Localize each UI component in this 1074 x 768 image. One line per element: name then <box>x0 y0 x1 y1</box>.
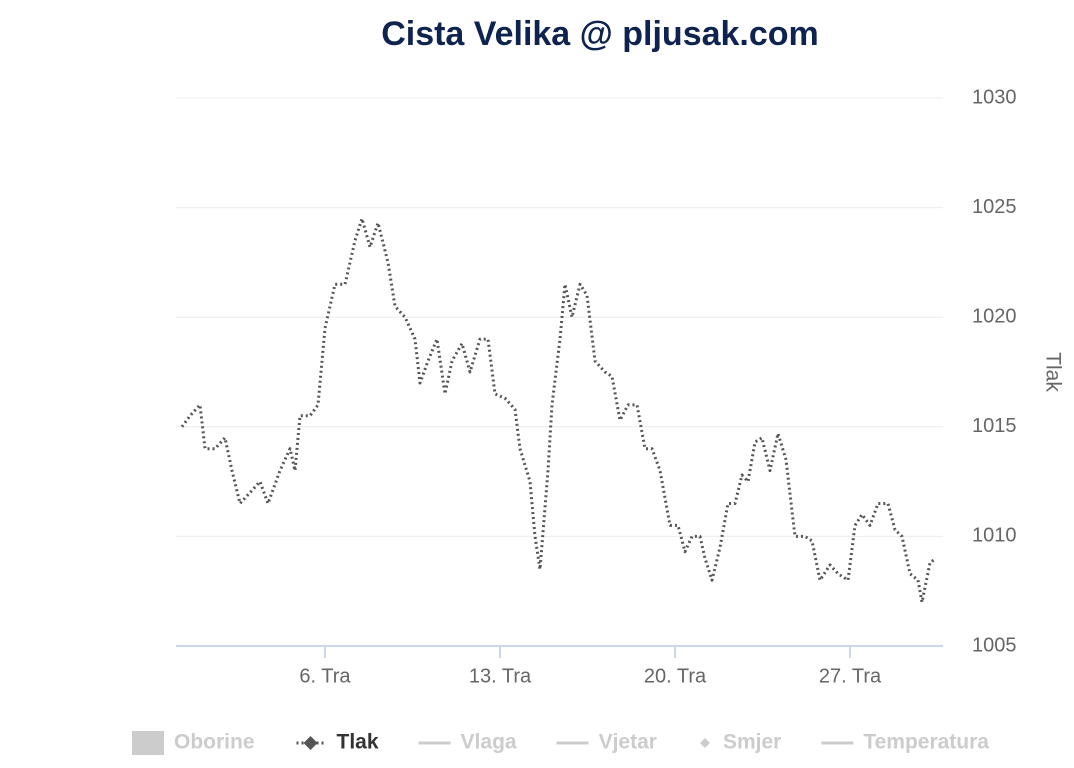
legend-item[interactable]: Vjetar <box>599 731 657 754</box>
line <box>180 217 937 604</box>
y-tick-label: 1020 <box>972 305 1017 327</box>
legend-item[interactable]: Temperatura <box>863 731 989 754</box>
y-tick-label: 1010 <box>972 525 1017 547</box>
legend-symbol[interactable] <box>303 736 318 750</box>
x-tick-label: 20. Tra <box>644 665 707 687</box>
chart-title: Cista Velika @ pljusak.com <box>381 15 819 53</box>
y-tick-label: 1030 <box>972 86 1017 108</box>
y-tick-label: 1015 <box>972 415 1017 437</box>
y-tick-label: 1025 <box>972 196 1017 218</box>
y-axis-title: Tlak <box>1041 352 1064 392</box>
legend-item[interactable]: Smjer <box>723 731 781 754</box>
legend-item[interactable]: Vlaga <box>461 731 517 754</box>
legend-symbol[interactable] <box>132 731 164 755</box>
x-tick-label: 6. Tra <box>299 665 351 687</box>
x-tick-label: 13. Tra <box>469 665 532 687</box>
x-tick-label: 27. Tra <box>819 665 882 687</box>
y-tick-label: 1005 <box>972 634 1017 656</box>
legend-item[interactable]: Tlak <box>337 731 379 754</box>
legend-item[interactable]: Oborine <box>174 731 255 754</box>
legend-symbol[interactable] <box>699 738 710 748</box>
